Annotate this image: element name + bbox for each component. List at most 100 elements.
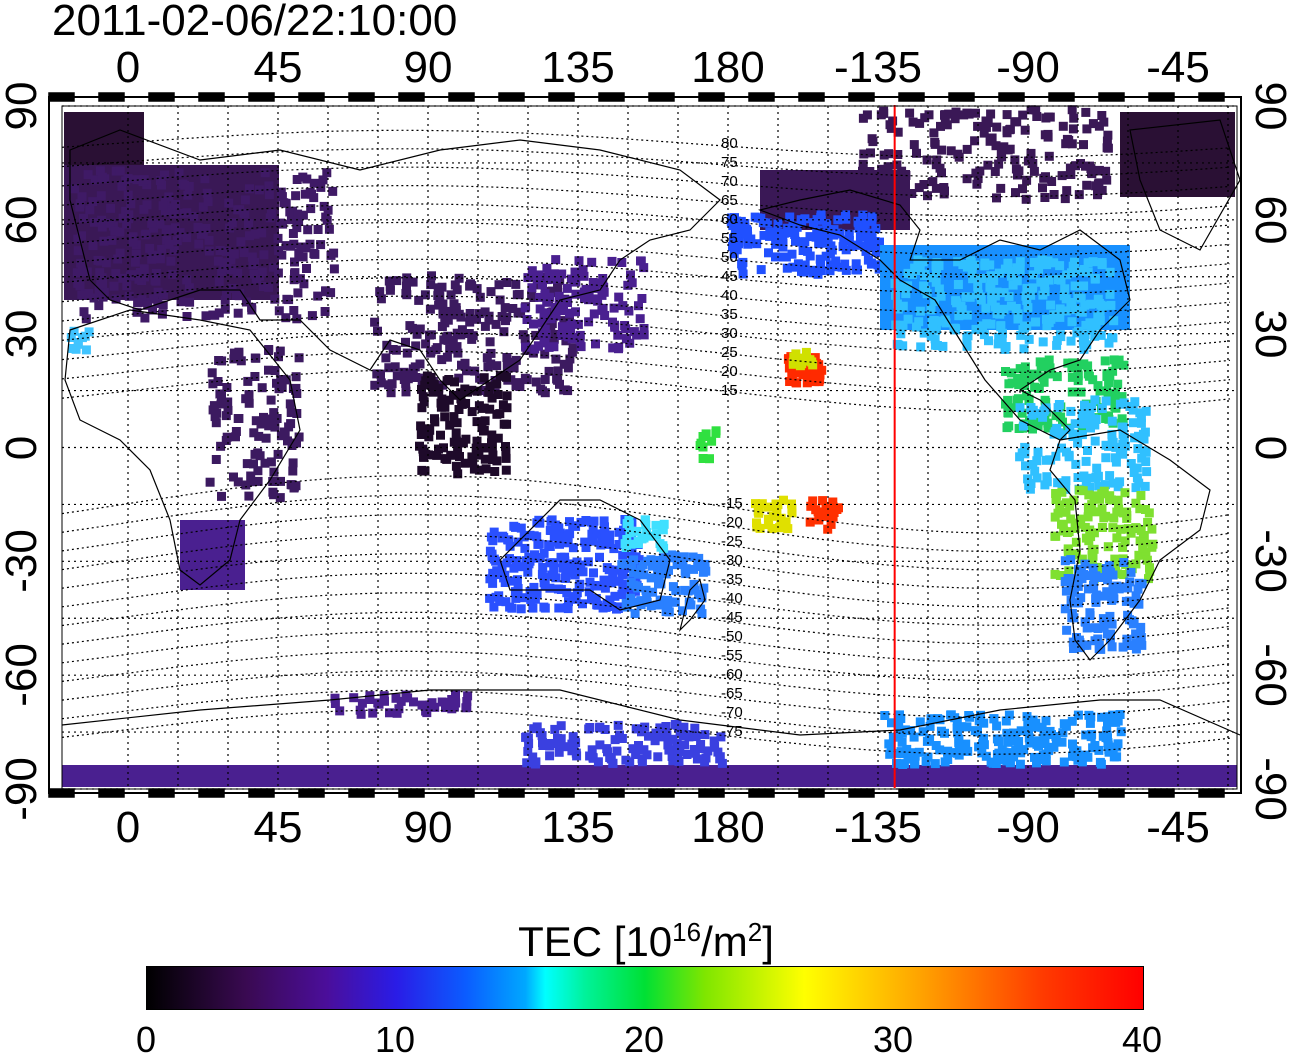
tec-cell	[279, 198, 289, 208]
tec-cell	[646, 573, 656, 583]
coastlines	[61, 119, 1241, 736]
tec-cell	[303, 225, 313, 235]
tec-cell	[215, 246, 225, 255]
tec-cell	[1042, 314, 1051, 324]
tec-cell	[1046, 300, 1056, 310]
tec-cell	[73, 246, 83, 256]
tec-cell	[860, 232, 870, 242]
contour-label: 35	[721, 305, 738, 323]
tec-cell	[179, 208, 189, 218]
frame-tick	[498, 92, 525, 102]
tec-cell	[752, 522, 762, 532]
frame-tick	[598, 92, 625, 102]
tec-cell	[1104, 411, 1113, 421]
tec-cell	[1101, 733, 1111, 743]
tec-cell	[229, 249, 239, 259]
tec-cell	[785, 377, 795, 386]
tec-cell	[182, 275, 192, 285]
tec-cell	[207, 368, 217, 378]
tec-cell	[527, 290, 537, 300]
tec-cell	[264, 282, 274, 292]
tec-cell	[930, 137, 940, 147]
tec-cell	[1069, 495, 1079, 505]
tec-cell	[593, 296, 603, 306]
tec-cell	[626, 539, 636, 549]
tec-cell	[791, 236, 800, 246]
tec-cell	[97, 172, 107, 182]
tec-cell	[128, 232, 138, 242]
tec-cell	[915, 717, 925, 727]
tec-cell	[1090, 331, 1100, 341]
tec-cell	[140, 272, 149, 282]
tec-cell	[1140, 481, 1150, 491]
tec-cell	[929, 316, 939, 325]
tec-cell	[793, 259, 803, 269]
tec-cell	[585, 723, 595, 732]
tec-cell	[437, 394, 447, 404]
tec-cell	[1142, 555, 1152, 565]
tec-cell	[106, 203, 116, 213]
tec-cell	[182, 312, 192, 321]
tec-cell	[416, 421, 426, 431]
tec-cell	[1097, 260, 1107, 270]
tec-cell	[894, 340, 904, 350]
tec-cell	[1019, 375, 1029, 385]
tec-cell	[1058, 121, 1068, 131]
tec-cell	[513, 308, 523, 318]
tec-cell	[638, 560, 648, 570]
tec-cell	[1139, 532, 1149, 542]
tec-cell	[825, 249, 835, 258]
tec-cell	[149, 294, 159, 304]
tec-cell	[580, 293, 589, 303]
tec-cell	[1039, 377, 1049, 387]
tec-cell	[788, 262, 798, 272]
tec-cell	[357, 698, 367, 708]
tec-cell	[169, 209, 179, 219]
tec-cell	[118, 213, 128, 223]
bottom-tick-label: 90	[403, 803, 453, 852]
tec-cell	[1025, 416, 1034, 426]
tec-cell	[584, 317, 594, 327]
tec-cell	[450, 280, 460, 290]
tec-cell	[598, 274, 608, 283]
tec-cell	[1015, 759, 1025, 769]
tec-cell	[682, 750, 692, 759]
tec-cell	[115, 227, 125, 237]
tec-cell	[940, 315, 950, 325]
tec-cell	[985, 282, 995, 292]
tec-cell	[501, 442, 510, 451]
tec-cell	[896, 282, 906, 291]
tec-cell	[539, 578, 549, 588]
tec-cell	[270, 294, 280, 304]
tec-cell	[198, 202, 208, 212]
frame-tick	[748, 788, 775, 798]
tec-cell	[215, 389, 225, 399]
frame-tick	[98, 92, 125, 102]
tec-cell	[166, 203, 176, 213]
tec-cell	[578, 567, 588, 577]
tec-cell	[568, 543, 578, 553]
tec-cell	[277, 192, 287, 202]
contour-label: 70	[721, 172, 738, 190]
tec-cell	[1074, 326, 1083, 336]
tec-cell	[489, 554, 499, 564]
tec-cell	[1061, 139, 1071, 149]
tec-cell	[1110, 453, 1120, 463]
tec-cell	[931, 160, 941, 170]
tec-cell	[528, 752, 538, 762]
tec-cell	[270, 366, 280, 375]
tec-cell	[1073, 376, 1083, 386]
tec-cell	[569, 568, 579, 578]
tec-cell	[316, 240, 326, 250]
tec-cell	[962, 174, 972, 184]
tec-cell	[509, 563, 519, 573]
tec-cell	[446, 450, 456, 460]
tec-cell	[142, 200, 152, 210]
right-tick-label: -30	[1246, 529, 1292, 594]
tec-cell	[946, 146, 956, 156]
tec-cell	[480, 454, 490, 464]
tec-cell	[996, 322, 1006, 332]
tec-cell	[1046, 369, 1056, 379]
tec-cell	[1131, 638, 1141, 648]
